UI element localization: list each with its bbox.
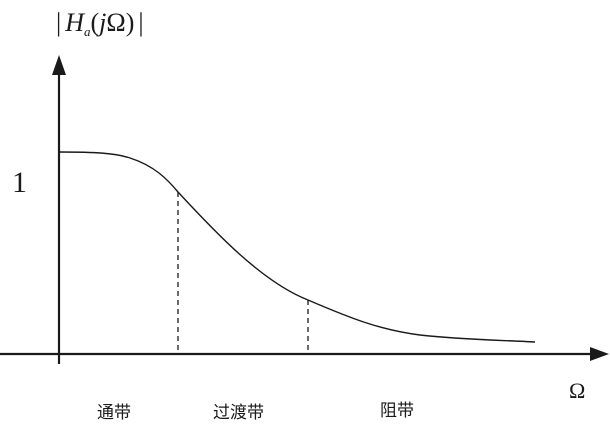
passband-label: 通带 (97, 403, 131, 423)
y-axis-label-j: j (99, 8, 107, 37)
y-axis-label-h: H (65, 8, 84, 37)
y-axis-label-bar-left: | (56, 8, 62, 37)
x-axis-label-omega: Ω (569, 378, 586, 403)
y-axis-label-omega: Ω (106, 8, 126, 37)
y-axis-label: | Ha(jΩ) | (56, 8, 144, 40)
stopband-label: 阻带 (380, 401, 414, 421)
y-axis-arrowhead (52, 55, 66, 75)
y-axis-label-subscript: a (84, 24, 91, 39)
y-axis-label-paren-close: ) (125, 8, 135, 37)
transition-band-label: 过渡带 (213, 403, 264, 423)
y-tick-label-one: 1 (12, 166, 27, 199)
x-axis-arrowhead (590, 347, 609, 361)
y-axis-label-paren-open: ( (90, 8, 100, 37)
y-axis-label-bar-right: | (138, 8, 144, 37)
magnitude-response-curve (58, 151, 536, 343)
